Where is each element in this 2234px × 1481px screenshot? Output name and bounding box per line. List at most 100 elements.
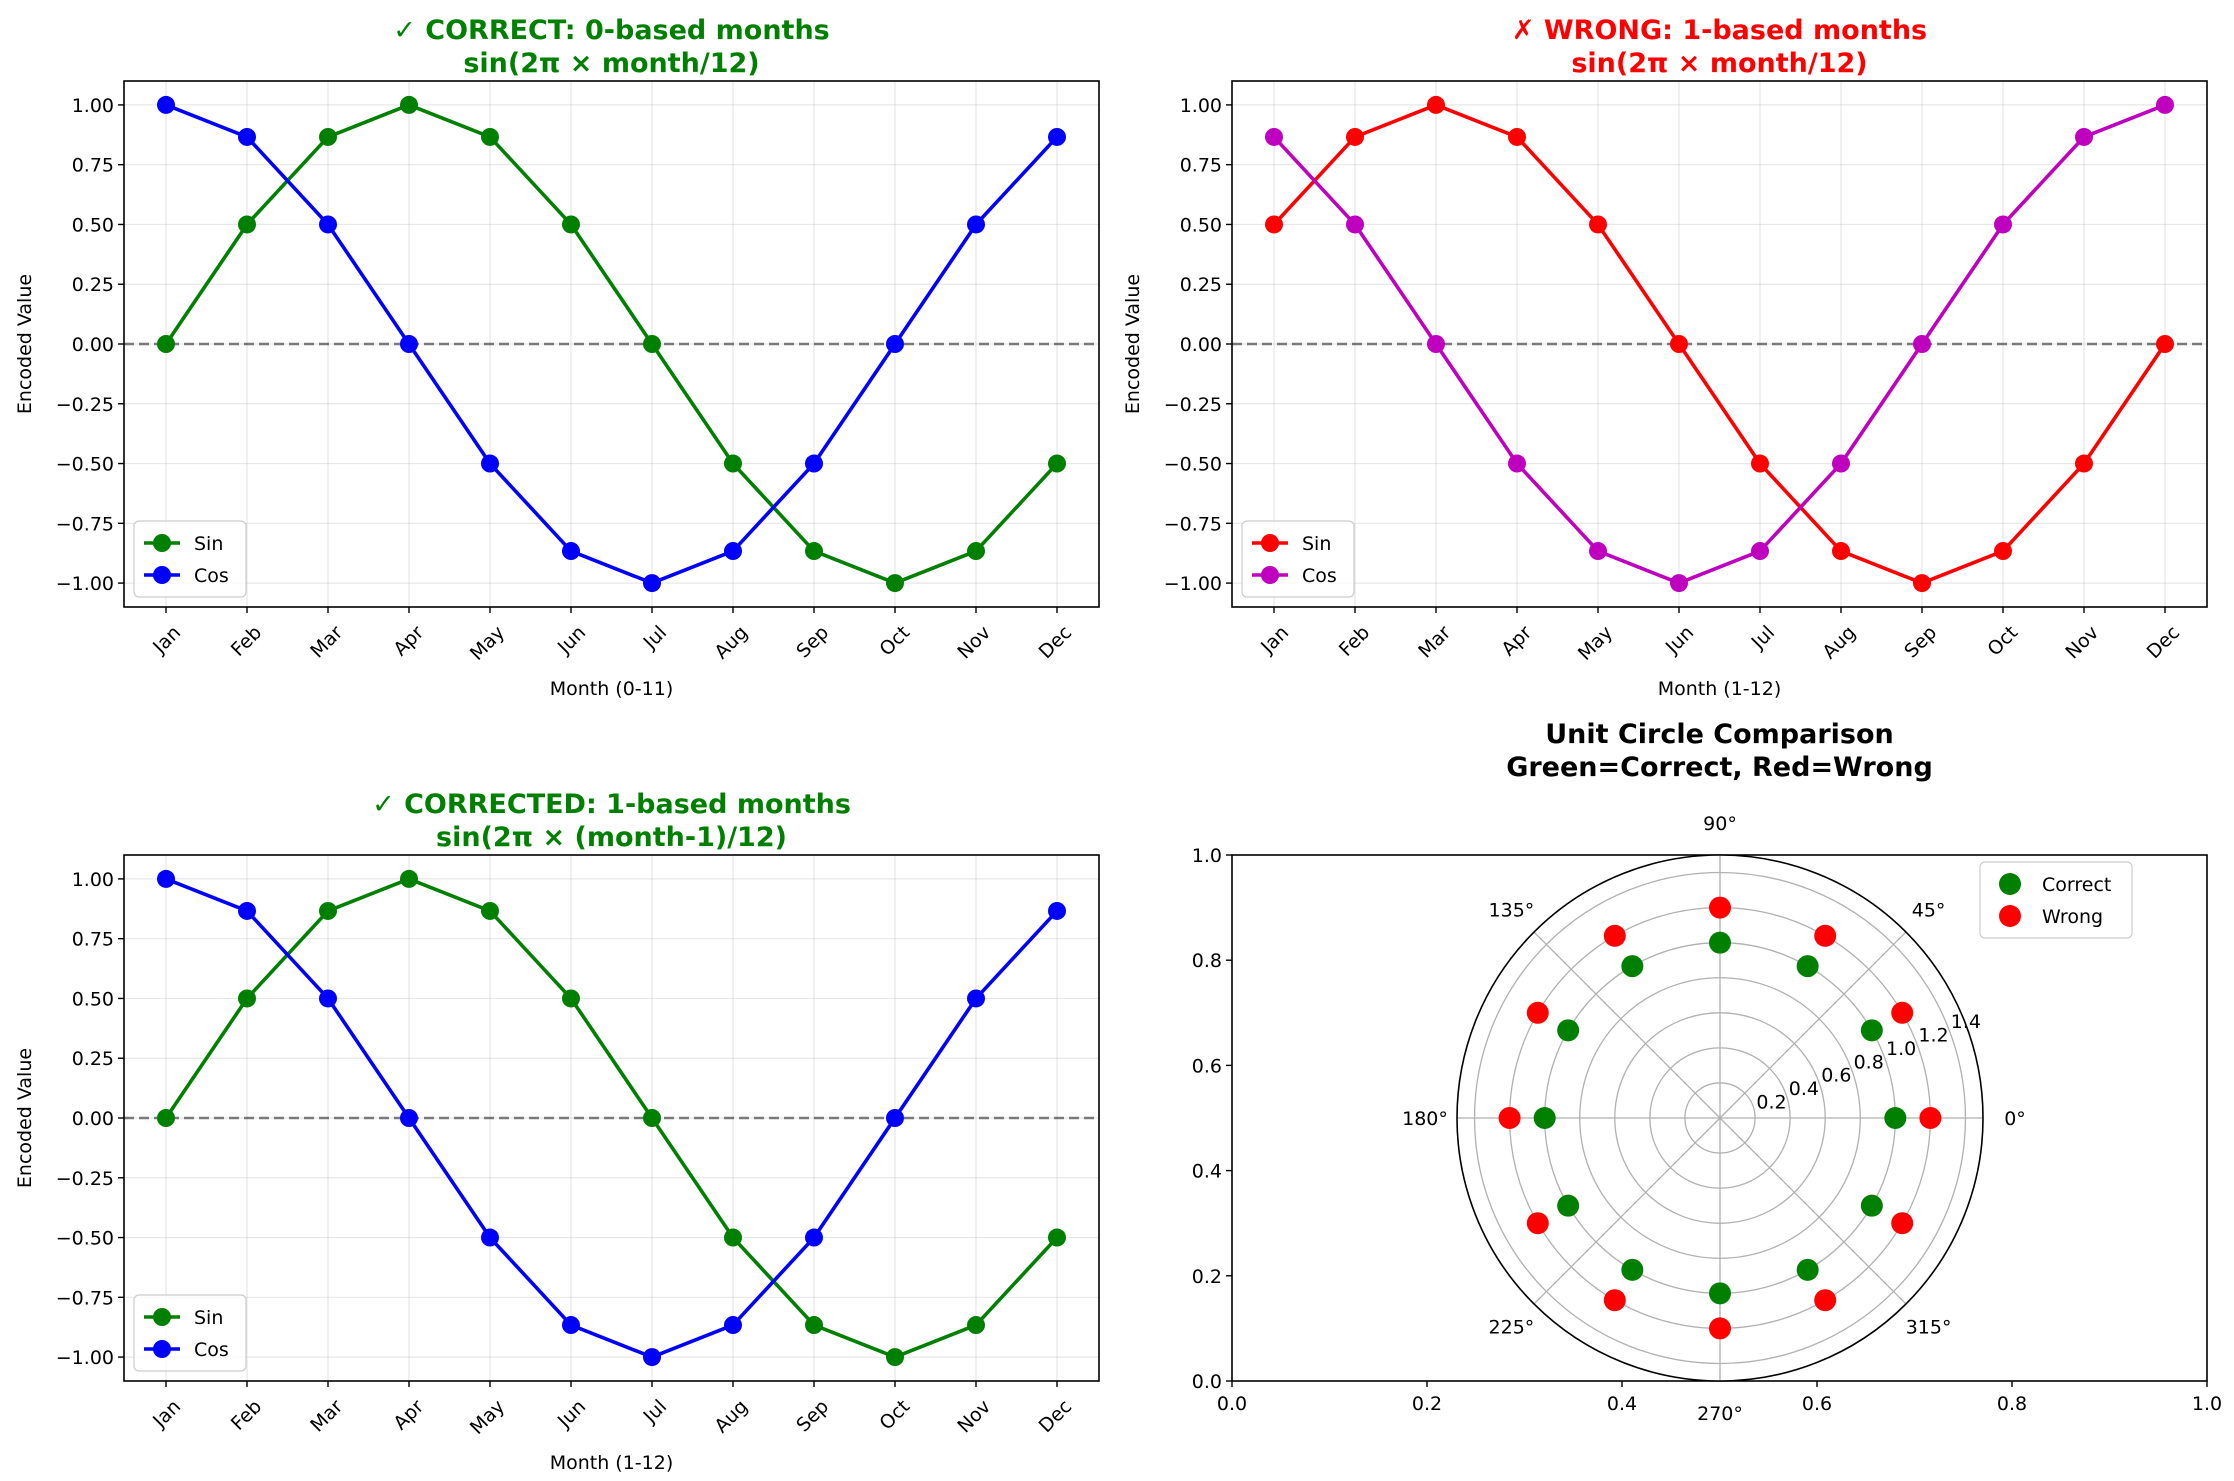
data-point-sin xyxy=(643,335,661,353)
data-point-sin xyxy=(238,215,256,234)
data-point-cos xyxy=(1994,215,2012,234)
polar-point-correct xyxy=(1557,1019,1580,1042)
data-point-sin xyxy=(1508,127,1526,146)
data-point-sin xyxy=(481,127,499,146)
polar-point-correct xyxy=(1557,1194,1580,1217)
chart-title-line: sin(2π × month/12) xyxy=(1571,48,1867,79)
y-tick-label: −0.25 xyxy=(56,1168,114,1190)
series-line-cos xyxy=(1272,103,2166,585)
y-tick-label: 0.75 xyxy=(72,155,114,177)
y-tick-label: −1.00 xyxy=(1164,573,1222,595)
line-chart-1: 1.00 0.75 0.50 0.25 0.00 −0.25 −0.50 −0.75 −1.00… xyxy=(14,15,1100,700)
y-axis-label: Encoded Value xyxy=(1122,274,1144,414)
data-point-sin xyxy=(157,335,175,353)
polar-point-correct xyxy=(1796,1258,1819,1281)
legend-label: Cos xyxy=(1302,565,1337,587)
polar-angle-label: 0° xyxy=(2004,1108,2026,1130)
legend-box xyxy=(133,1294,247,1372)
polar-point-wrong xyxy=(1709,896,1731,919)
chart-title: ✓ CORRECT: 0-based months sin(2π × month/… xyxy=(393,15,830,79)
legend-swatch-marker xyxy=(153,534,171,552)
chart-title-line: sin(2π × month/12) xyxy=(463,48,759,79)
data-point-sin xyxy=(157,1109,175,1127)
cartesian-y-tick-label: 1.0 xyxy=(1192,845,1222,867)
chart-title-line: ✓ CORRECT: 0-based months xyxy=(393,15,830,46)
cartesian-y-tick-label: 0.2 xyxy=(1192,1266,1222,1288)
data-point-sin xyxy=(400,869,418,888)
chart-title: ✗ WRONG: 1-based months sin(2π × month/12… xyxy=(1512,15,1927,79)
polar-point-wrong xyxy=(1603,924,1626,947)
chart-title-line: Green=Correct, Red=Wrong xyxy=(1506,752,1933,783)
y-tick-label: 0.50 xyxy=(1180,214,1222,236)
polar-point-wrong xyxy=(1526,1212,1549,1235)
polar-angular-gridline xyxy=(1719,931,1907,1119)
y-tick-label: −0.25 xyxy=(1164,394,1222,416)
polar-angular-gridline xyxy=(1533,1117,1721,1305)
polar-point-wrong xyxy=(1919,1107,1942,1129)
polar-angular-gridline xyxy=(1719,1117,1907,1305)
data-point-sin xyxy=(1048,454,1066,473)
polar-angle-label: 135° xyxy=(1489,899,1535,921)
data-point-sin xyxy=(805,542,823,561)
polar-radius-tick-label: 0.4 xyxy=(1789,1078,1819,1100)
data-point-cos xyxy=(1913,335,1931,353)
data-point-sin xyxy=(1670,335,1688,353)
data-point-cos xyxy=(643,1348,661,1367)
polar-point-correct xyxy=(1621,955,1644,978)
polar-point-correct xyxy=(1884,1107,1907,1129)
y-tick-label: −0.75 xyxy=(56,513,114,535)
y-tick-label: −0.75 xyxy=(1164,513,1222,535)
x-axis-label: Month (1-12) xyxy=(550,1452,674,1474)
data-point-cos xyxy=(2156,95,2174,114)
y-tick-label: 0.75 xyxy=(1180,155,1222,177)
cartesian-x-tick-label: 1.0 xyxy=(2192,1393,2222,1415)
y-tick-label: 0.00 xyxy=(72,1108,114,1130)
polar-point-wrong xyxy=(1526,1001,1549,1024)
data-point-cos xyxy=(1670,574,1688,593)
data-point-sin xyxy=(724,454,742,473)
series-line-cos xyxy=(165,877,1059,1359)
cartesian-x-tick-label: 0.2 xyxy=(1412,1393,1442,1415)
polar-angle-label: 90° xyxy=(1703,813,1737,835)
y-tick-label: −0.75 xyxy=(56,1287,114,1309)
polar-radius-tick-label: 0.8 xyxy=(1854,1051,1884,1073)
polar-point-correct xyxy=(1860,1194,1883,1217)
legend-swatch-marker xyxy=(1261,566,1279,584)
polar-point-wrong xyxy=(1709,1317,1731,1340)
legend-box xyxy=(133,520,247,598)
cartesian-x-tick-label: 0.8 xyxy=(1997,1393,2027,1415)
polar-point-wrong xyxy=(1814,924,1837,947)
data-point-cos xyxy=(1048,901,1066,920)
data-point-sin xyxy=(1048,1228,1066,1247)
polar-point-wrong xyxy=(1891,1212,1914,1235)
cartesian-y-tick-label: 0.8 xyxy=(1192,950,1222,972)
chart-title: ✓ CORRECTED: 1-based months sin(2π × (mon… xyxy=(372,789,851,853)
legend-label: Cos xyxy=(194,1339,229,1361)
polar-radius-tick-label: 0.2 xyxy=(1756,1092,1786,1114)
polar-angular-gridline xyxy=(1533,931,1721,1119)
x-axis-label: Month (0-11) xyxy=(550,678,674,700)
series-line-sin xyxy=(1272,103,2167,585)
y-tick-label: −1.00 xyxy=(56,1347,114,1369)
cartesian-x-tick-label: 0.6 xyxy=(1802,1393,1832,1415)
data-point-sin xyxy=(1751,454,1769,473)
data-point-cos xyxy=(562,1316,580,1335)
data-point-sin xyxy=(1832,542,1850,561)
data-point-cos xyxy=(1508,454,1526,473)
polar-point-correct xyxy=(1533,1107,1556,1129)
legend-swatch-marker xyxy=(153,1308,171,1326)
data-point-cos xyxy=(886,335,904,353)
data-point-cos xyxy=(562,542,580,561)
y-tick-label: −0.25 xyxy=(56,394,114,416)
data-point-sin xyxy=(724,1228,742,1247)
data-point-sin xyxy=(886,574,904,593)
data-point-cos xyxy=(157,95,175,114)
data-point-cos xyxy=(1265,127,1283,146)
cartesian-y-tick-label: 0.0 xyxy=(1192,1371,1222,1393)
data-point-cos xyxy=(805,1228,823,1247)
x-axis-label: Month (1-12) xyxy=(1658,678,1782,700)
data-point-sin xyxy=(1265,215,1283,234)
y-tick-label: 1.00 xyxy=(1180,95,1222,117)
y-tick-label: 1.00 xyxy=(72,95,114,117)
